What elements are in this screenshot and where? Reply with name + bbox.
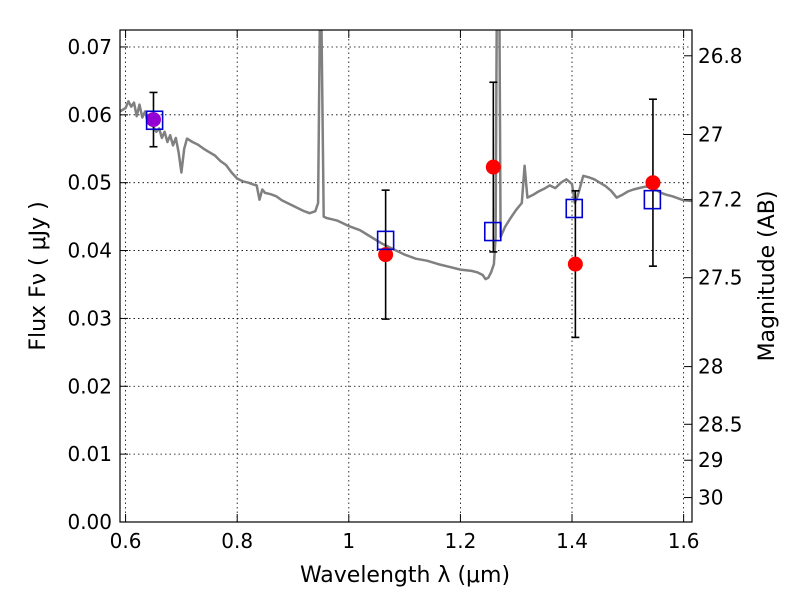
- model-point: [643, 189, 662, 210]
- observed-point: [145, 112, 161, 128]
- right-tick-label: 26.8: [698, 44, 743, 68]
- model-points-layer: [145, 110, 662, 251]
- x-tick-label: 0.6: [110, 529, 142, 553]
- observed-point: [378, 247, 394, 263]
- right-tick-label: 27: [698, 123, 723, 147]
- y-tick-label: 0.06: [67, 103, 112, 127]
- right-tick-label: 27.5: [698, 266, 743, 290]
- model-point: [565, 198, 584, 219]
- right-tick-label: 28.5: [698, 412, 743, 436]
- y-tick-label: 0.02: [67, 374, 112, 398]
- spectrum-layer: [120, 30, 692, 281]
- right-axis-label: Magnitude (AB): [755, 191, 780, 362]
- x-tick-label: 0.8: [221, 529, 253, 553]
- x-tick-label: 1.4: [556, 529, 588, 553]
- y-axis-label: Flux Fν ( μJy ): [26, 201, 51, 350]
- x-axis-label: Wavelength λ (μm): [300, 563, 510, 588]
- error-bar-layer: [149, 81, 657, 339]
- grid-lines: [120, 30, 692, 523]
- observed-point: [645, 175, 661, 191]
- x-tick-label: 1: [342, 529, 355, 553]
- observed-point: [567, 256, 583, 272]
- y-tick-label: 0.04: [67, 239, 112, 263]
- model-point: [145, 110, 164, 131]
- observed-point: [485, 159, 501, 175]
- plot-frame: [119, 29, 693, 523]
- y-tick-label: 0.07: [67, 35, 112, 59]
- x-tick-label: 1.2: [445, 529, 477, 553]
- y-tick-label: 0.01: [67, 442, 112, 466]
- right-tick-label: 27.2: [698, 188, 743, 212]
- model-point: [483, 221, 502, 242]
- y-tick-label: 0.00: [67, 510, 112, 534]
- x-tick-label: 1.6: [668, 529, 700, 553]
- model-point: [376, 230, 395, 251]
- observed-points-layer: [145, 112, 661, 272]
- axes-layer: 0.6 0.8 1 1.2 1.4 1.6 0.00 0.01 0.02 0.03 0.04 0.05…: [67, 30, 743, 553]
- right-tick-label: 29: [698, 448, 723, 472]
- y-tick-label: 0.05: [67, 171, 112, 195]
- right-tick-label: 28: [698, 355, 723, 379]
- y-tick-label: 0.03: [67, 306, 112, 330]
- right-tick-label: 30: [698, 486, 723, 510]
- spectrum-line: [120, 30, 692, 281]
